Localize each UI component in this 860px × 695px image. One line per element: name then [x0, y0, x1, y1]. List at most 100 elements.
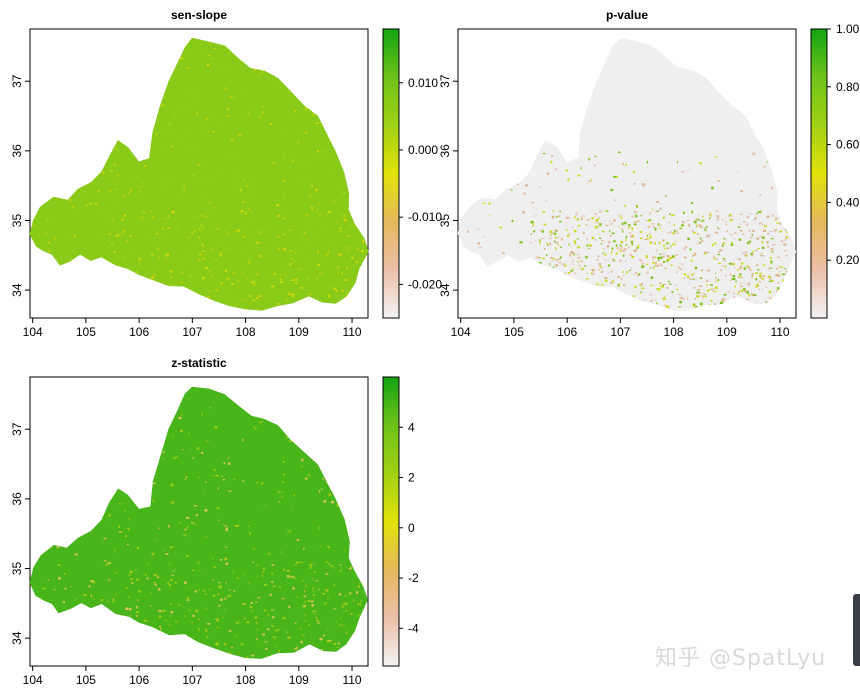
raster-cell [768, 290, 772, 294]
raster-cell [248, 259, 251, 261]
raster-cell [740, 285, 743, 288]
raster-cell [649, 293, 652, 296]
raster-cell [156, 246, 158, 249]
raster-cell [693, 303, 695, 306]
raster-cell [638, 273, 641, 275]
raster-cell [293, 225, 295, 228]
raster-cell [587, 273, 589, 274]
raster-cell [593, 164, 596, 167]
colorbar: 0.200.400.600.801.00 [810, 22, 860, 319]
raster-cell [162, 550, 165, 552]
raster-cell [650, 284, 653, 287]
raster-cell [325, 481, 328, 483]
raster-cell [664, 247, 667, 250]
raster-cell [699, 291, 701, 294]
raster-cell [312, 236, 316, 239]
raster-cell [691, 210, 694, 214]
raster-cell [620, 228, 623, 231]
raster-cell [186, 526, 188, 529]
raster-cell [273, 575, 275, 577]
raster-cell [767, 245, 769, 248]
raster-cell [766, 161, 768, 163]
raster-cell [713, 255, 715, 258]
colorbar-tick-label: 1.00 [836, 22, 860, 36]
raster-cell [558, 215, 561, 217]
region-raster [29, 386, 368, 659]
raster-cell [250, 610, 254, 613]
raster-cell [223, 608, 226, 610]
raster-cell [305, 605, 307, 608]
raster-cell [730, 243, 734, 247]
raster-cell [85, 204, 88, 207]
raster-cell [618, 226, 620, 228]
raster-cell [179, 429, 183, 433]
raster-cell [135, 606, 138, 609]
raster-cell [715, 219, 719, 221]
raster-cell [699, 302, 703, 306]
raster-cell [556, 241, 559, 244]
region-raster [457, 38, 797, 311]
raster-cell [740, 213, 743, 215]
raster-cell [770, 299, 772, 302]
raster-cell [277, 215, 281, 217]
raster-cell [126, 611, 128, 613]
raster-cell [215, 228, 219, 230]
raster-cell [737, 170, 739, 173]
raster-cell [679, 227, 683, 230]
raster-cell [360, 250, 364, 252]
raster-cell [769, 231, 773, 233]
raster-cell [751, 254, 754, 256]
raster-cell [327, 251, 330, 253]
raster-cell [772, 214, 774, 217]
raster-cell [32, 224, 35, 226]
raster-cell [311, 219, 315, 222]
raster-cell [786, 270, 788, 273]
raster-cell [195, 609, 199, 613]
raster-cell [161, 103, 165, 107]
raster-cell [202, 589, 206, 593]
raster-cell [281, 270, 283, 273]
raster-cell [591, 272, 595, 275]
raster-cell [204, 254, 206, 256]
raster-cell [283, 129, 286, 131]
raster-cell [627, 227, 629, 229]
raster-cell [701, 269, 703, 271]
raster-cell [264, 641, 268, 643]
raster-speckle [32, 43, 365, 311]
raster-cell [53, 589, 56, 591]
side-scroll-tab[interactable] [853, 594, 860, 666]
raster-cell [223, 248, 225, 252]
raster-cell [742, 252, 745, 255]
raster-cell [137, 599, 139, 602]
raster-cell [344, 175, 348, 177]
raster-cell [245, 249, 247, 251]
raster-cell [630, 242, 634, 244]
raster-cell [132, 251, 135, 253]
raster-cell [731, 242, 733, 244]
raster-cell [319, 213, 321, 217]
raster-cell [777, 274, 781, 277]
raster-cell [331, 286, 334, 288]
raster-cell [605, 224, 609, 227]
raster-cell [763, 225, 767, 227]
raster-cell [662, 255, 665, 258]
raster-cell [637, 246, 640, 249]
raster-cell [327, 590, 329, 593]
raster-cell [636, 205, 639, 208]
raster-cell [586, 182, 589, 184]
raster-cell [207, 623, 211, 625]
raster-cell [597, 255, 600, 258]
raster-cell [173, 570, 175, 572]
raster-cell [707, 269, 710, 272]
raster-cell [282, 197, 284, 199]
raster-cell [699, 237, 702, 240]
raster-cell [618, 214, 620, 217]
raster-cell [181, 271, 184, 274]
raster-cell [157, 609, 161, 612]
raster-cell [655, 249, 658, 252]
raster-cell [223, 462, 225, 465]
y-tick-label: 34 [10, 283, 24, 297]
raster-cell [256, 564, 259, 566]
raster-cell [301, 634, 305, 637]
